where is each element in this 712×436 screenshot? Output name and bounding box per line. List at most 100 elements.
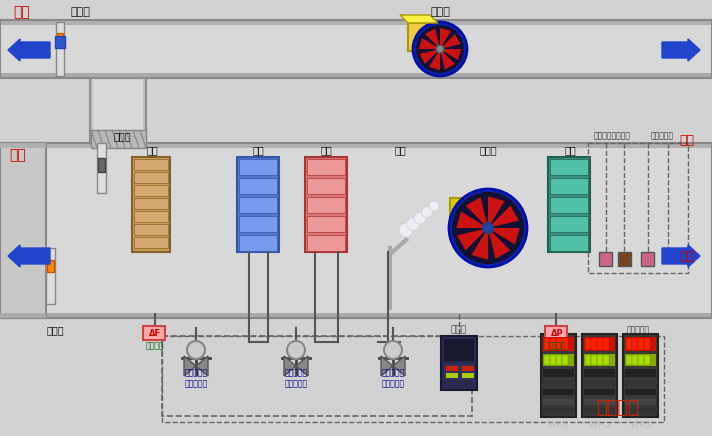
Text: 中滤: 中滤 — [564, 145, 576, 155]
Bar — [550, 159, 588, 175]
Bar — [582, 334, 617, 417]
Bar — [541, 334, 576, 417]
Polygon shape — [488, 228, 520, 245]
Circle shape — [436, 45, 444, 53]
Text: PYF-5: PYF-5 — [590, 420, 611, 429]
Bar — [644, 355, 650, 365]
Text: 压差开关: 压差开关 — [548, 341, 566, 351]
FancyArrow shape — [8, 245, 50, 267]
Polygon shape — [425, 28, 440, 49]
Bar — [585, 338, 591, 350]
Bar — [632, 355, 638, 365]
Bar — [239, 235, 277, 251]
Circle shape — [187, 341, 205, 359]
Bar — [584, 389, 615, 395]
Bar — [550, 178, 588, 194]
Circle shape — [384, 341, 402, 359]
Bar — [0, 143, 712, 318]
Text: 变频器: 变频器 — [451, 326, 467, 334]
Bar — [0, 20, 712, 78]
Bar — [47, 260, 54, 272]
Bar — [0, 148, 712, 313]
Bar — [143, 326, 165, 340]
Bar — [97, 143, 106, 193]
Polygon shape — [393, 356, 405, 376]
Bar — [0, 313, 712, 318]
Text: 粗滤: 粗滤 — [146, 145, 158, 155]
Bar — [543, 337, 574, 351]
Bar — [134, 237, 168, 248]
Bar — [562, 338, 568, 350]
Bar — [543, 369, 574, 377]
FancyArrow shape — [662, 245, 700, 267]
Bar — [0, 143, 712, 148]
Bar — [0, 73, 712, 78]
Polygon shape — [440, 34, 461, 49]
Bar — [545, 326, 567, 340]
Text: 新风阀: 新风阀 — [46, 325, 64, 335]
Bar — [562, 355, 568, 365]
Bar — [134, 172, 168, 183]
Text: 回风: 回风 — [14, 5, 31, 19]
Bar — [90, 78, 146, 143]
Bar — [237, 157, 279, 252]
Text: 回风: 回风 — [679, 133, 694, 146]
Text: 回风机: 回风机 — [430, 7, 450, 17]
Bar — [641, 252, 654, 266]
Bar — [550, 355, 556, 365]
Polygon shape — [381, 356, 393, 376]
Polygon shape — [184, 356, 196, 376]
Circle shape — [483, 223, 493, 233]
Bar — [603, 355, 609, 365]
Bar — [584, 399, 615, 405]
Bar — [446, 366, 458, 371]
Bar — [0, 25, 712, 73]
Bar — [618, 252, 631, 266]
Text: 表冷: 表冷 — [252, 145, 264, 155]
Text: 新风: 新风 — [10, 148, 26, 162]
Bar — [446, 373, 458, 378]
Polygon shape — [488, 196, 505, 228]
Circle shape — [413, 22, 467, 76]
Bar — [548, 157, 590, 252]
Bar — [584, 354, 615, 366]
Bar — [543, 389, 574, 395]
Polygon shape — [471, 228, 488, 260]
Text: 二通调节阀
电动执行器: 二通调节阀 电动执行器 — [184, 368, 208, 388]
Bar — [134, 198, 168, 209]
Bar — [550, 338, 556, 350]
Bar — [625, 389, 656, 395]
Bar — [134, 211, 168, 222]
Polygon shape — [466, 197, 488, 228]
Bar — [644, 338, 650, 350]
Bar — [585, 355, 591, 365]
Text: 送风: 送风 — [679, 249, 694, 262]
Polygon shape — [440, 49, 461, 60]
Bar — [450, 198, 480, 230]
Polygon shape — [456, 211, 488, 228]
Bar — [134, 159, 168, 170]
Bar — [132, 157, 170, 252]
Bar — [307, 159, 345, 175]
Bar — [239, 178, 277, 194]
Bar — [603, 338, 609, 350]
Bar — [0, 143, 46, 318]
Bar — [307, 235, 345, 251]
Text: 送风温湿度传感器: 送风温湿度传感器 — [594, 132, 631, 140]
Bar — [597, 355, 603, 365]
Bar — [544, 355, 550, 365]
Text: PYF-5: PYF-5 — [548, 420, 569, 429]
Circle shape — [422, 207, 432, 218]
Bar — [625, 369, 656, 377]
Bar — [625, 337, 656, 351]
Bar — [93, 78, 143, 143]
Text: 回风阀: 回风阀 — [113, 131, 131, 141]
Bar — [550, 197, 588, 213]
Bar — [56, 22, 64, 76]
Bar — [623, 334, 658, 417]
Circle shape — [399, 223, 413, 237]
Text: 河南龙网: 河南龙网 — [597, 399, 639, 417]
Text: 二通调节阀
电动执行器: 二通调节阀 电动执行器 — [382, 368, 404, 388]
Bar — [550, 235, 588, 251]
Circle shape — [449, 189, 527, 267]
